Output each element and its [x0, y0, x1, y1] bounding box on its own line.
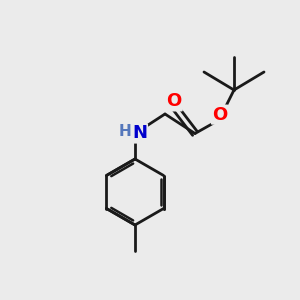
Text: N: N	[132, 124, 147, 142]
Text: O: O	[167, 92, 182, 110]
Text: H: H	[118, 124, 131, 139]
Text: O: O	[212, 106, 227, 124]
